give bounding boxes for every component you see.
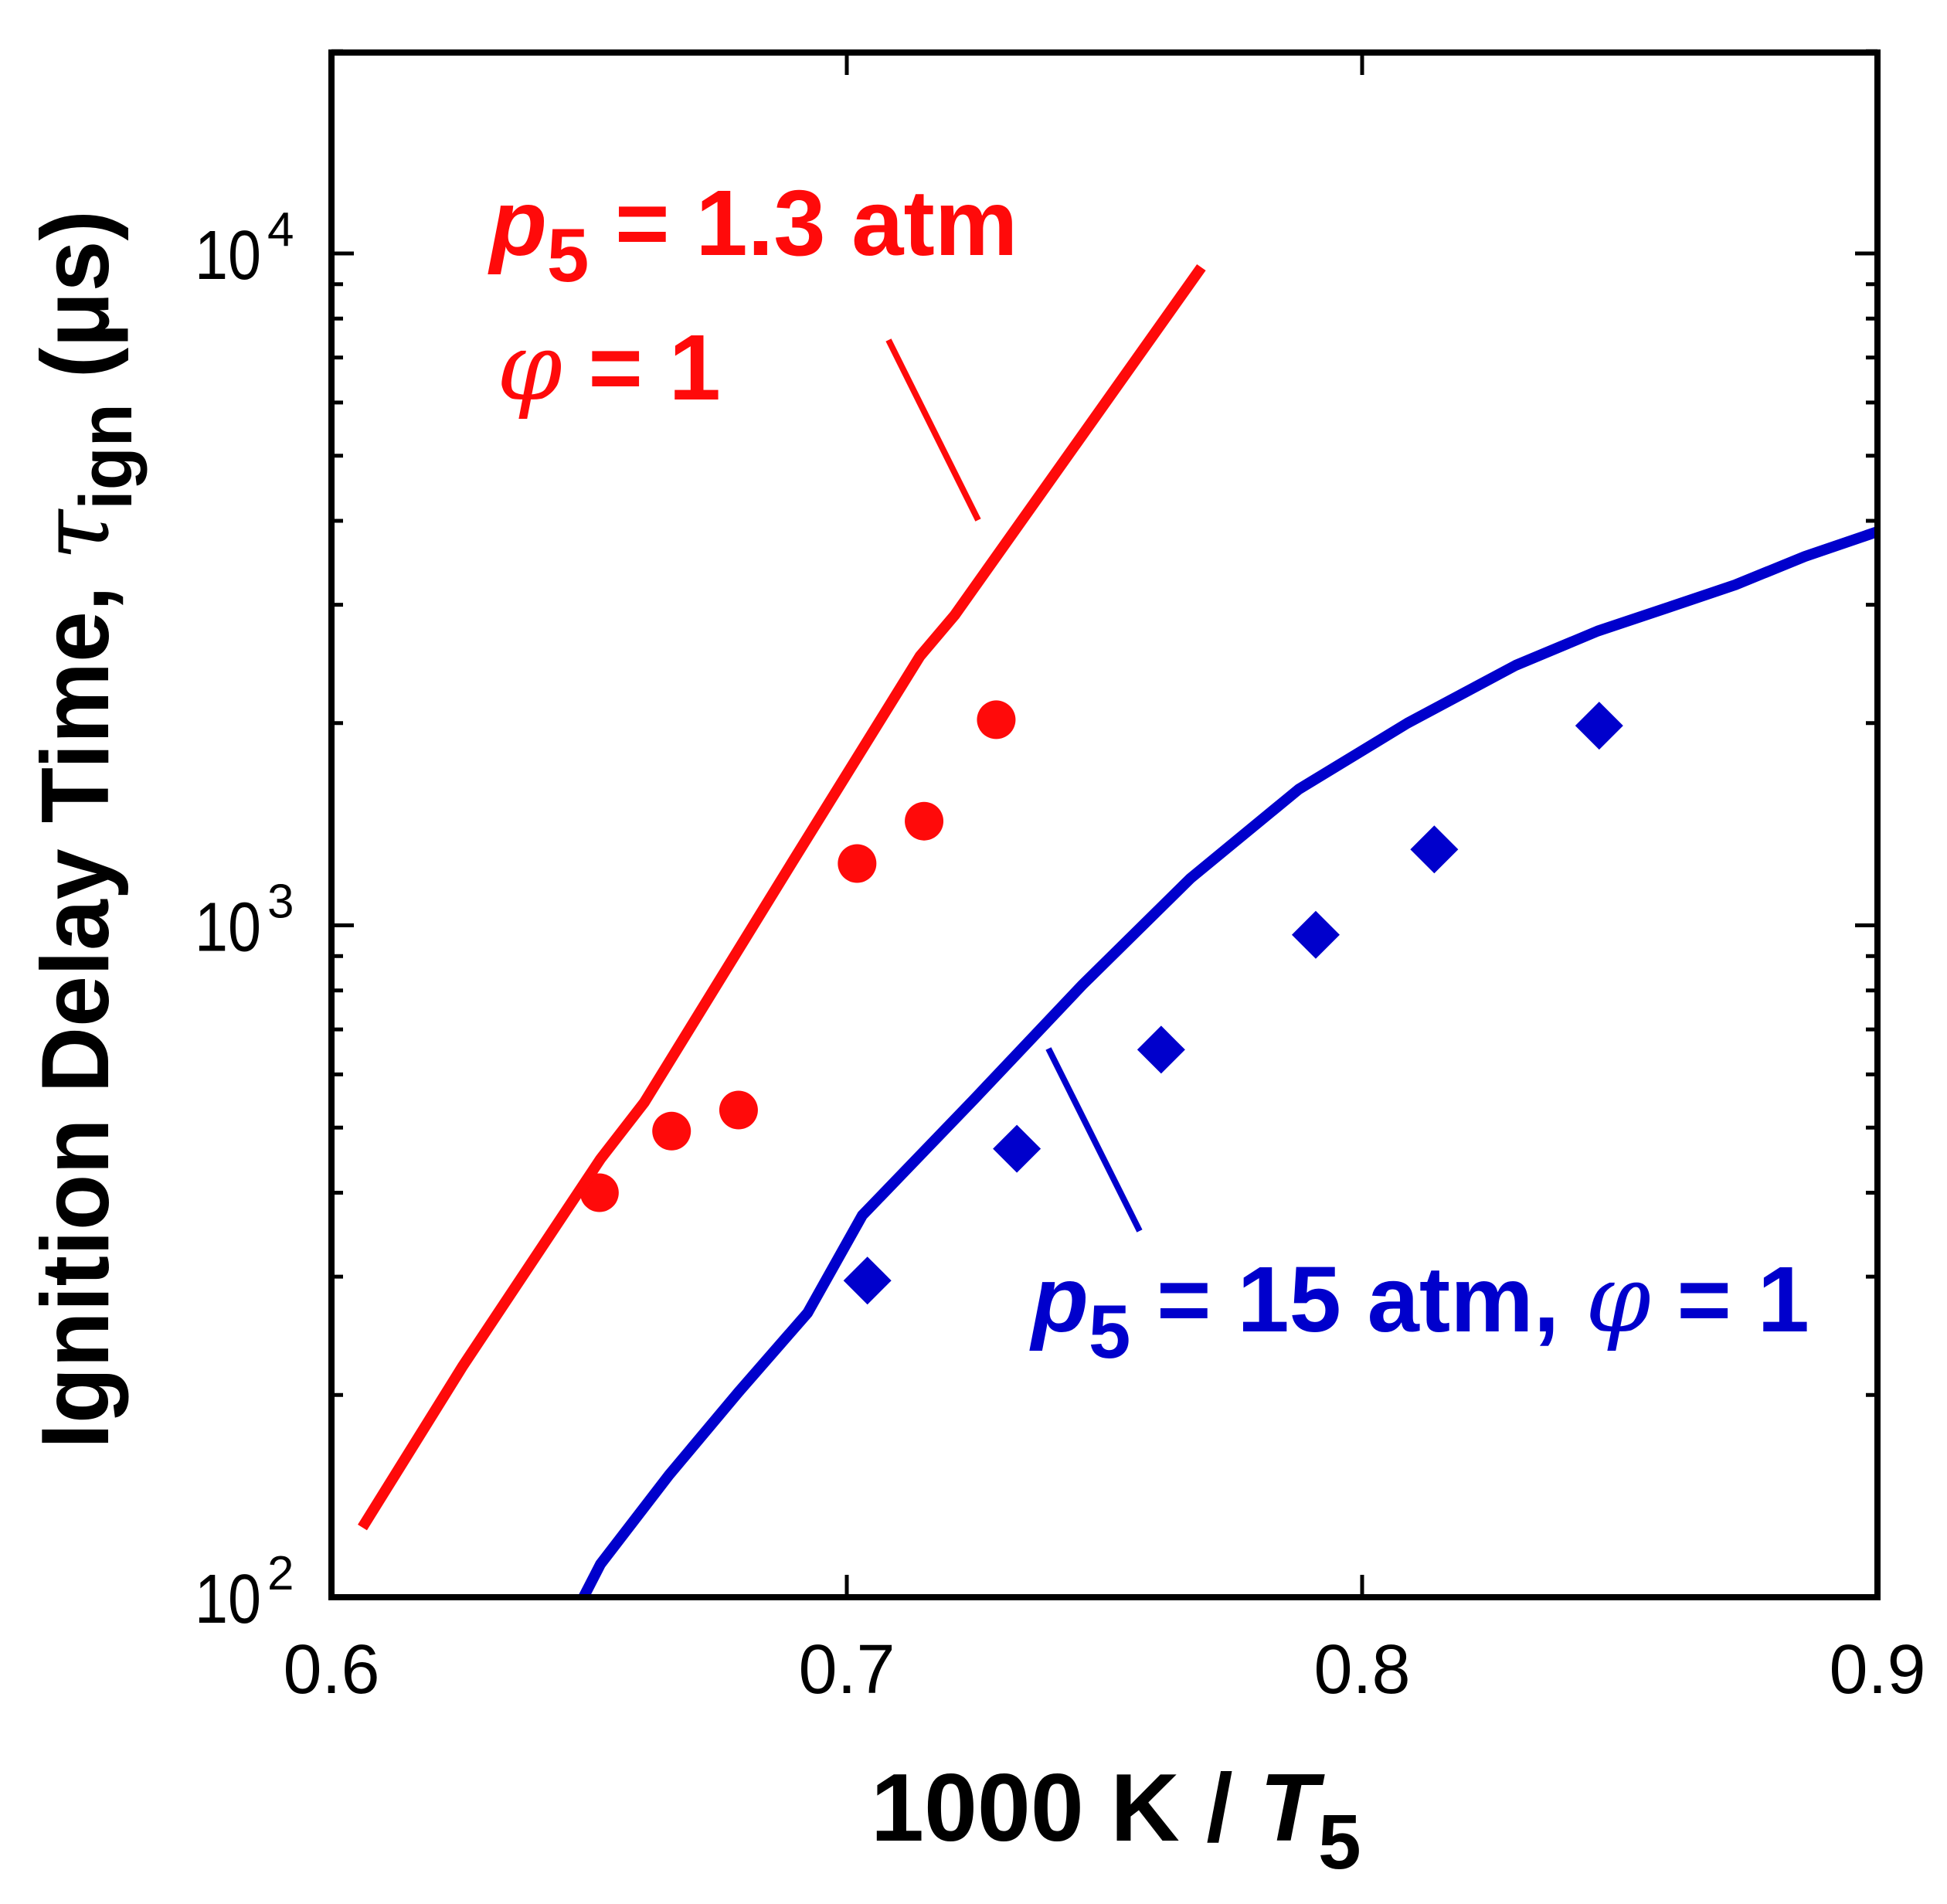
x-tick-label: 0.7 <box>798 1631 895 1708</box>
y-axis-title-main: Ignition Delay Time, <box>22 560 129 1449</box>
data-point-circle <box>977 700 1016 740</box>
x-tick-label: 0.9 <box>1829 1631 1925 1708</box>
y-tick-label: 10 3 <box>195 876 294 967</box>
pressure-variable: p <box>488 170 547 275</box>
y-tick-base: 10 <box>195 889 261 967</box>
data-point-diamond <box>843 1256 892 1305</box>
x-tick-label: 0.8 <box>1313 1631 1410 1708</box>
model-curve <box>358 264 1206 1531</box>
low-pressure-label-line1: p5 = 1.3 atm <box>488 170 1018 298</box>
low-pressure-leader-line <box>885 338 981 522</box>
data-point-diamond <box>1410 825 1459 874</box>
x-tick-label: 0.6 <box>283 1631 379 1708</box>
equivalence-ratio-variable: φ <box>1585 1245 1651 1354</box>
series-experiment-markers <box>843 702 1623 1305</box>
y-axis-title: Ignition Delay Time, τign (μs) <box>20 210 148 1449</box>
x-axis-title-subscript: 5 <box>1318 1799 1361 1885</box>
high-pressure-label: p5 = 15 atm, φ = 1 <box>1029 1245 1809 1374</box>
x-axis-title-variable: T <box>1259 1755 1325 1862</box>
y-tick-labels: 10 2 10 3 10 4 <box>195 203 294 1638</box>
data-point-diamond <box>1575 702 1623 750</box>
data-point-circle <box>905 801 944 841</box>
pressure-value: = 1.3 atm <box>589 170 1018 275</box>
y-tick-label: 10 2 <box>195 1547 294 1638</box>
y-tick-label: 10 4 <box>195 203 294 294</box>
data-point-diamond <box>1137 1025 1185 1074</box>
high-pressure-leader-line <box>1045 1047 1143 1232</box>
data-point-circle <box>652 1111 691 1151</box>
x-axis-title: 1000 K / T5 <box>871 1755 1361 1885</box>
y-tick-base: 10 <box>195 217 261 294</box>
series-layer <box>358 264 1880 1600</box>
pressure-value: = 15 atm, <box>1130 1246 1585 1352</box>
plot-frame <box>328 49 1881 1600</box>
data-point-diamond <box>993 1124 1041 1173</box>
pressure-subscript: 5 <box>547 212 590 298</box>
pressure-subscript: 5 <box>1089 1289 1131 1374</box>
equivalence-ratio-variable: φ <box>497 313 562 422</box>
equivalence-ratio-value: = 1 <box>562 314 721 420</box>
data-point-circle <box>719 1090 758 1130</box>
series-model-line <box>358 264 1206 1531</box>
series-experiment-markers <box>579 700 1016 1212</box>
high-pressure-annotation: p5 = 15 atm, φ = 1 <box>1029 1245 1809 1374</box>
y-axis-title-unit: (μs) <box>22 210 129 403</box>
data-point-circle <box>838 844 877 883</box>
low-pressure-annotation: p5 = 1.3 atm φ = 1 <box>488 170 1018 422</box>
y-tick-exponent: 2 <box>267 1547 294 1600</box>
y-axis-title-variable: τ <box>20 508 131 560</box>
model-curve <box>578 526 1880 1600</box>
y-tick-base: 10 <box>195 1561 261 1638</box>
equivalence-ratio-value: = 1 <box>1651 1246 1809 1352</box>
data-point-diamond <box>1291 910 1340 959</box>
x-tick-labels: 0.6 0.7 0.8 0.9 <box>283 1631 1925 1708</box>
low-pressure-label-line2: φ = 1 <box>497 313 721 422</box>
x-axis-title-main: 1000 K / <box>871 1755 1259 1862</box>
y-axis-title-subscript: ign <box>65 403 148 510</box>
y-tick-exponent: 3 <box>267 876 294 929</box>
y-tick-exponent: 4 <box>267 203 294 257</box>
series-model-line <box>578 526 1880 1600</box>
pressure-variable: p <box>1029 1246 1089 1352</box>
